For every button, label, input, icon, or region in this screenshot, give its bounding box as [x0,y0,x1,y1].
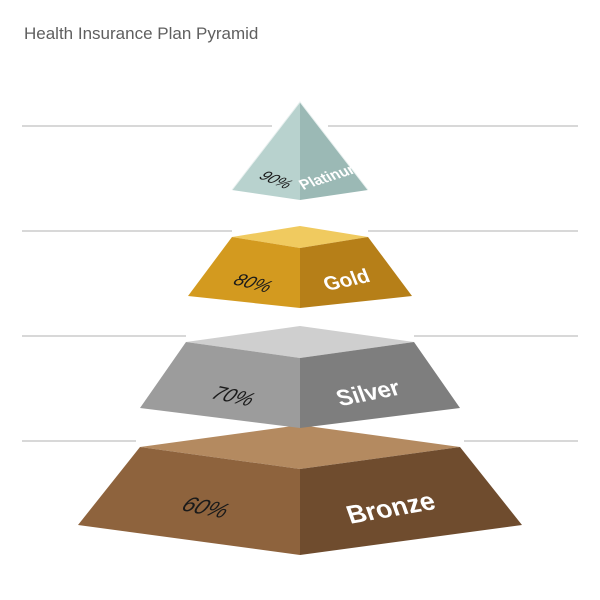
pyramid-diagram: 60% Bronze 70% Silver 80% Gold 90% Plati… [0,0,600,600]
